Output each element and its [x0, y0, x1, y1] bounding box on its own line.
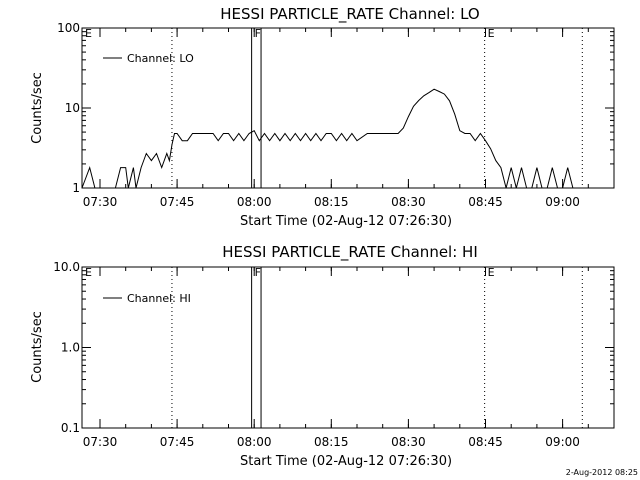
legend-entry: Channel: HI: [127, 292, 191, 305]
x-axis-label: Start Time (02-Aug-12 07:26:30): [240, 214, 452, 229]
event-marker-label: E: [85, 266, 92, 279]
x-tick-label: 09:00: [545, 195, 580, 209]
x-tick-label: 08:45: [468, 195, 503, 209]
y-tick-label: 10: [65, 101, 80, 115]
legend-entry: Channel: LO: [127, 52, 194, 65]
x-tick-label: 08:15: [314, 435, 349, 449]
chart-title: HESSI PARTICLE_RATE Channel: LO: [220, 5, 479, 24]
x-tick-label: 07:30: [83, 195, 118, 209]
event-marker-label: E: [85, 27, 92, 40]
y-tick-label: 1: [72, 181, 80, 195]
y-axis-label: Counts/sec: [30, 72, 45, 144]
series-line: [81, 88, 614, 189]
panel-lo: HESSI PARTICLE_RATE Channel: LO Counts/s…: [30, 5, 615, 229]
event-marker-label: F: [255, 266, 261, 279]
x-tick-label: 07:45: [160, 195, 195, 209]
x-tick-label: 07:45: [160, 435, 195, 449]
event-marker-label: E: [488, 266, 495, 279]
chart-title: HESSI PARTICLE_RATE Channel: HI: [222, 243, 478, 262]
x-tick-label: 08:00: [237, 195, 272, 209]
y-tick-label: 1.0: [61, 341, 80, 355]
footer-timestamp: 2-Aug-2012 08:25: [566, 468, 638, 477]
y-axis-label: Counts/sec: [30, 311, 45, 383]
y-tick-label: 100: [57, 21, 80, 35]
event-marker-label: F: [255, 27, 261, 40]
event-marker-label: E: [488, 27, 495, 40]
x-tick-label: 08:45: [468, 435, 503, 449]
y-tick-label: 0.1: [61, 421, 80, 435]
x-tick-label: 07:30: [83, 435, 118, 449]
panel-hi: HESSI PARTICLE_RATE Channel: HI Counts/s…: [30, 243, 615, 469]
x-tick-label: 08:00: [237, 435, 272, 449]
x-tick-label: 08:30: [391, 435, 426, 449]
x-tick-label: 08:30: [391, 195, 426, 209]
x-tick-label: 08:15: [314, 195, 349, 209]
x-tick-label: 09:00: [545, 435, 580, 449]
y-tick-label: 10.0: [53, 260, 80, 274]
x-axis-label: Start Time (02-Aug-12 07:26:30): [240, 454, 452, 469]
